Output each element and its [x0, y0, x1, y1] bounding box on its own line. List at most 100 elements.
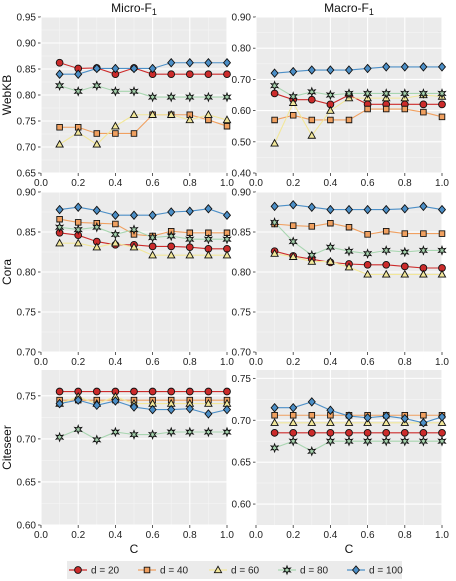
panel-webkb-micro: 0.65 0.70 0.75 0.80 0.85 0.90 0.95 0.0 0.2 0.4 0.6…: [0, 1, 234, 189]
data-point: [148, 387, 157, 396]
data-point: [223, 122, 231, 130]
y-tick-label: 0.75: [232, 374, 252, 385]
data-point: [308, 116, 316, 124]
data-point: [344, 411, 354, 421]
data-point: [345, 116, 353, 124]
data-point: [307, 65, 316, 75]
data-point: [363, 260, 372, 269]
data-point: [185, 250, 195, 259]
x-tick-label: 0.0: [249, 357, 263, 368]
y-tick-label: 0.80: [232, 268, 252, 279]
y-tick-label: 0.90: [17, 39, 37, 50]
x-tick-label: 0.6: [146, 178, 160, 189]
x-tick-label: 0.0: [249, 530, 263, 541]
series-line: [59, 85, 227, 98]
series-line: [274, 222, 442, 235]
series-line: [274, 92, 442, 105]
panel-cora-micro: 0.70 0.75 0.80 0.85 0.90 0.0 0.2 0.4 0.6 0.8 1.0 Co…: [0, 188, 234, 369]
data-point: [130, 130, 138, 137]
data-point: [344, 262, 354, 271]
data-point: [344, 245, 354, 257]
data-point: [110, 426, 121, 438]
x-tick-label: 0.8: [398, 530, 412, 541]
data-point: [288, 91, 298, 102]
data-point: [344, 65, 354, 75]
y-tick-label: 0.80: [232, 44, 252, 55]
x-tick-label: 0.0: [249, 178, 263, 189]
data-point: [222, 115, 232, 124]
data-point: [418, 245, 429, 256]
panels: 0.650.700.750.800.850.900.950.0 0.2 0.4 0.6…: [0, 1, 449, 556]
data-point: [269, 217, 280, 228]
series-line: [59, 428, 227, 441]
data-point: [437, 269, 447, 278]
legend-label: d = 80: [300, 566, 329, 577]
data-point: [74, 123, 82, 131]
x-tick-label: 0.6: [146, 357, 160, 368]
x-tick-label: 0.4: [323, 530, 337, 541]
data-point: [56, 215, 63, 223]
series-line: [59, 399, 228, 415]
data-point: [400, 62, 409, 72]
y-tick-label: 0.65: [17, 477, 37, 488]
x-tick-label: 0.2: [71, 178, 85, 189]
x-tick-label: 0.2: [286, 178, 300, 189]
data-point: [129, 429, 139, 440]
data-point: [147, 429, 158, 440]
y-tick-label: 0.40: [232, 169, 252, 180]
data-point: [401, 105, 409, 113]
data-point: [382, 105, 390, 113]
data-point: [185, 206, 194, 216]
data-point: [92, 400, 101, 411]
series-line: [274, 108, 443, 121]
data-point: [205, 229, 212, 237]
row-label: Cora: [0, 259, 14, 285]
x-tick-label: 0.8: [183, 178, 197, 189]
x-tick-label: 0.8: [398, 178, 412, 189]
data-point: [326, 204, 335, 215]
data-point: [382, 428, 391, 437]
data-point: [419, 428, 428, 437]
series-line: [274, 253, 442, 275]
panel-title-subscript: 1: [152, 7, 157, 17]
data-point: [419, 418, 428, 428]
data-point: [185, 70, 194, 79]
data-point: [400, 428, 409, 437]
panel-citeseer-micro: 0.60 0.65 0.70 0.75 0.0 0.2 0.4 0.6 0.8 1.0 Citese…: [0, 370, 234, 556]
y-tick-label: 0.90: [232, 13, 252, 24]
data-point: [74, 395, 83, 405]
data-point: [111, 396, 120, 406]
data-point: [307, 95, 316, 104]
data-point: [111, 238, 120, 247]
x-tick-label: 0.4: [323, 357, 337, 368]
x-tick-label: 0.8: [183, 357, 197, 368]
legend-label: d = 100: [369, 566, 403, 577]
data-point: [92, 139, 102, 148]
data-point: [381, 435, 391, 447]
row-label: Citeseer: [0, 425, 14, 470]
data-point: [364, 231, 371, 238]
data-point: [382, 260, 391, 269]
legend-label: d = 60: [231, 566, 260, 577]
y-tick-label: 0.70: [17, 348, 37, 359]
data-point: [148, 210, 157, 220]
y-tick-label: 0.75: [17, 391, 37, 402]
data-point: [203, 426, 214, 438]
data-point: [204, 58, 213, 68]
data-point: [223, 387, 231, 396]
panel-cora-macro: 0.70 0.75 0.80 0.85 0.90 0.0 0.2 0.4 0.6 0.8 1.0: [232, 188, 450, 369]
data-point: [112, 220, 119, 228]
data-point: [271, 116, 278, 124]
y-tick-label: 0.95: [17, 13, 37, 24]
x-tick-label: 1.0: [220, 357, 234, 368]
data-point: [203, 233, 214, 245]
panel-webkb-macro: 0.40 0.50 0.60 0.70 0.80 0.90 0.0 0.2 0.4 0.6 0.8 1…: [232, 1, 450, 189]
data-point: [166, 230, 176, 242]
legend: d = 20 d = 40 d = 60 d = 80 d = 100: [67, 561, 403, 579]
data-point: [73, 238, 83, 247]
data-point: [307, 428, 316, 437]
x-tick-label: 0.2: [286, 530, 300, 541]
data-point: [129, 63, 139, 74]
data-point: [326, 405, 335, 415]
